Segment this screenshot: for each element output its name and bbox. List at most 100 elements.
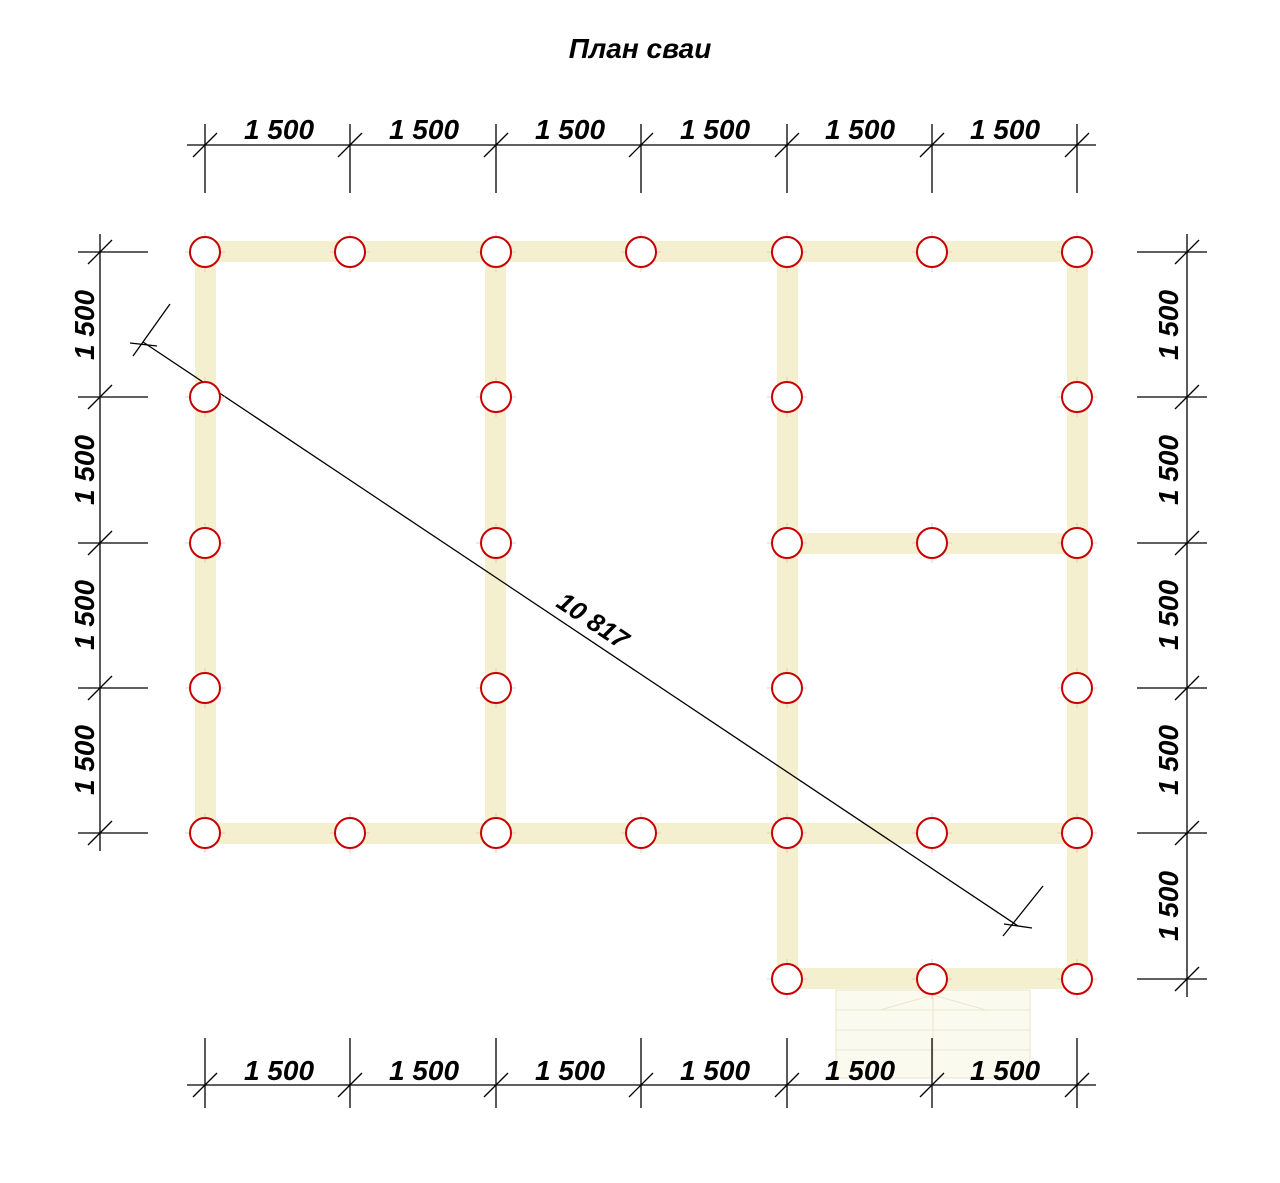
left-tick	[87, 530, 113, 556]
pile	[185, 377, 225, 417]
top-tick	[919, 132, 945, 158]
bottom-tick	[628, 1072, 654, 1098]
pile	[912, 523, 952, 563]
pile-outline	[916, 527, 948, 559]
pile-outline	[480, 672, 512, 704]
pile-outline	[771, 817, 803, 849]
pile	[1057, 668, 1097, 708]
left-dimension-labels: 1 500 1 500 1 500 1 500	[69, 290, 100, 795]
pile	[912, 959, 952, 999]
left-dim-label: 1 500	[69, 580, 100, 650]
pile-outline	[916, 236, 948, 268]
pile	[767, 377, 807, 417]
top-tick	[192, 132, 218, 158]
top-tick	[774, 132, 800, 158]
pile-outline	[625, 817, 657, 849]
foundation-beams	[195, 241, 1088, 989]
top-dim-label: 1 500	[970, 114, 1040, 145]
pile	[1057, 959, 1097, 999]
right-tick	[1174, 966, 1200, 992]
bottom-dim-label: 1 500	[535, 1055, 605, 1086]
pile	[767, 668, 807, 708]
pile	[767, 523, 807, 563]
right-dim-label: 1 500	[1153, 725, 1184, 795]
right-tick	[1174, 530, 1200, 556]
pile-outline	[1061, 817, 1093, 849]
right-tick	[1174, 675, 1200, 701]
diagonal-dimension-label: 10 817	[552, 586, 636, 656]
pile	[476, 232, 516, 272]
pile-outline	[771, 963, 803, 995]
pile	[476, 813, 516, 853]
pile	[1057, 523, 1097, 563]
pile	[1057, 232, 1097, 272]
pile-outline	[1061, 236, 1093, 268]
bottom-tick	[483, 1072, 509, 1098]
pile-outline	[771, 527, 803, 559]
bottom-tick	[1064, 1072, 1090, 1098]
pile-outline	[771, 236, 803, 268]
pile	[767, 232, 807, 272]
left-tick	[87, 239, 113, 265]
bottom-tick	[337, 1072, 363, 1098]
pile	[767, 813, 807, 853]
pile-outline	[1061, 381, 1093, 413]
top-dim-label: 1 500	[680, 114, 750, 145]
bottom-dim-label: 1 500	[970, 1055, 1040, 1086]
pile-outline	[189, 527, 221, 559]
pile-outline	[480, 817, 512, 849]
bottom-dim-label: 1 500	[680, 1055, 750, 1086]
right-tick	[1174, 239, 1200, 265]
pile	[330, 813, 370, 853]
left-tick	[87, 384, 113, 410]
top-dim-label: 1 500	[825, 114, 895, 145]
left-tick	[87, 820, 113, 846]
top-tick	[337, 132, 363, 158]
pile	[1057, 813, 1097, 853]
pile-outline	[771, 672, 803, 704]
pile-outline	[1061, 963, 1093, 995]
pile	[185, 813, 225, 853]
left-tick	[87, 675, 113, 701]
pile-outline	[1061, 672, 1093, 704]
top-dim-label: 1 500	[535, 114, 605, 145]
pile	[185, 523, 225, 563]
piles	[185, 232, 1097, 999]
bottom-tick	[774, 1072, 800, 1098]
pile	[621, 813, 661, 853]
pile-outline	[916, 817, 948, 849]
pile	[185, 232, 225, 272]
top-dimension-labels: 1 500 1 500 1 500 1 500 1 500 1 500	[244, 114, 1040, 145]
right-tick	[1174, 820, 1200, 846]
top-dim-label: 1 500	[389, 114, 459, 145]
pile	[330, 232, 370, 272]
pile-outline	[189, 817, 221, 849]
right-tick	[1174, 384, 1200, 410]
right-dim-label: 1 500	[1153, 580, 1184, 650]
pile-outline	[916, 963, 948, 995]
pile	[1057, 377, 1097, 417]
pile-outline	[189, 236, 221, 268]
pile	[185, 668, 225, 708]
left-dim-label: 1 500	[69, 725, 100, 795]
pile-outline	[480, 527, 512, 559]
right-dimension-labels: 1 500 1 500 1 500 1 500 1 500	[1153, 290, 1184, 941]
right-dim-label: 1 500	[1153, 435, 1184, 505]
pile-outline	[1061, 527, 1093, 559]
top-dim-label: 1 500	[244, 114, 314, 145]
bottom-dimension-labels: 1 500 1 500 1 500 1 500 1 500 1 500	[244, 1055, 1040, 1086]
pile	[476, 377, 516, 417]
bottom-tick	[919, 1072, 945, 1098]
pile	[912, 813, 952, 853]
bottom-tick	[192, 1072, 218, 1098]
pile-outline	[189, 381, 221, 413]
pile	[476, 523, 516, 563]
bottom-dim-label: 1 500	[825, 1055, 895, 1086]
bottom-dim-label: 1 500	[389, 1055, 459, 1086]
pile-outline	[334, 817, 366, 849]
drawing-title: План сваи	[569, 33, 712, 64]
pile-outline	[334, 236, 366, 268]
pile-outline	[189, 672, 221, 704]
pile	[621, 232, 661, 272]
